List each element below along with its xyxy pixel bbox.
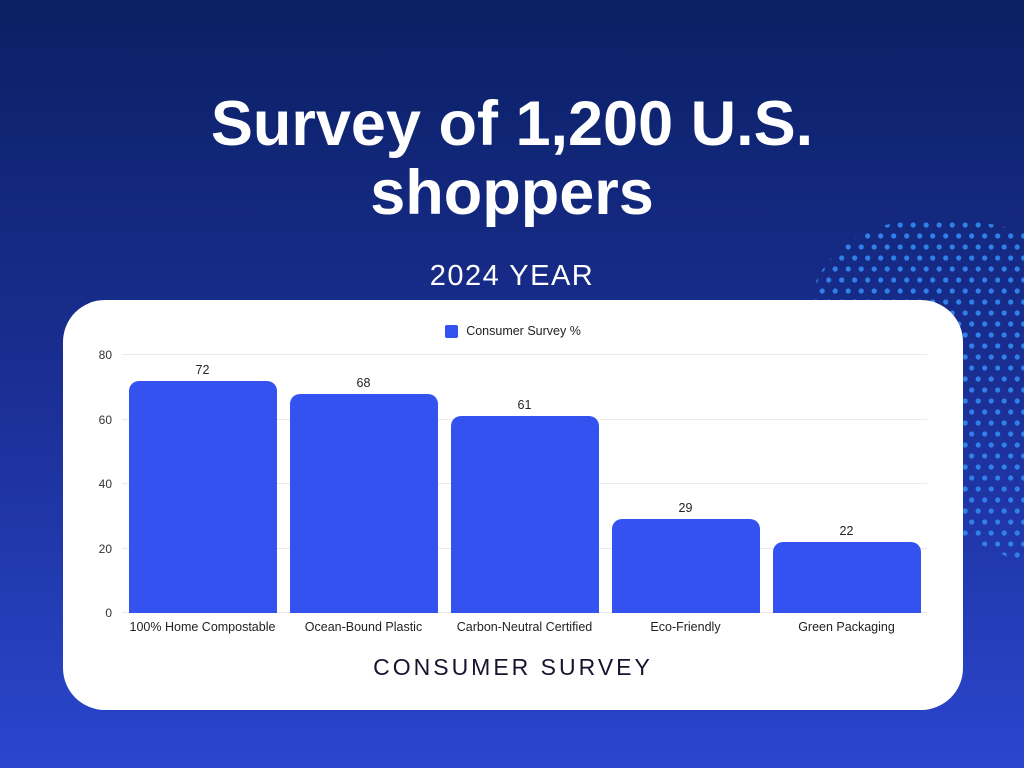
chart-legend: Consumer Survey % [63, 324, 963, 338]
legend-label: Consumer Survey % [466, 324, 581, 338]
page-title-line-2: shoppers [370, 158, 654, 229]
bar-slot: 22 [766, 355, 927, 613]
x-axis-title: CONSUMER SURVEY [373, 654, 653, 680]
bar-slot: 68 [283, 355, 444, 613]
bar-slot: 61 [444, 355, 605, 613]
x-axis-category-label: Eco-Friendly [650, 620, 721, 634]
x-axis-category-label: Green Packaging [798, 620, 895, 634]
bar-slot: 29 [605, 355, 766, 613]
bar-value-label: 29 [678, 501, 693, 516]
page-title-line-1: Survey of 1,200 U.S. [210, 89, 814, 159]
chart-card: Consumer Survey % 0 20 40 60 80 72 68 61 29 22 1… [63, 300, 963, 710]
bar [450, 416, 599, 613]
bar-chart-plot: 0 20 40 60 80 72 68 61 29 22 [99, 348, 927, 620]
y-axis-tick-label: 60 [98, 412, 112, 427]
bars-container: 72 68 61 29 22 [122, 355, 927, 613]
gridline [122, 354, 927, 355]
subtitle-year: 2024 YEAR [429, 260, 595, 292]
bar [772, 542, 921, 613]
y-axis-tick-label: 20 [98, 541, 112, 556]
bar [611, 519, 760, 613]
bar [289, 393, 438, 613]
x-axis-category-label: Carbon-Neutral Certified [456, 620, 593, 634]
page-title: Survey of 1,200 U.S. shoppers [0, 89, 1024, 229]
bar-value-label: 22 [839, 524, 854, 539]
bar-slot: 72 [122, 355, 283, 613]
bar [128, 380, 277, 613]
y-axis-tick-label: 80 [98, 348, 112, 362]
y-axis-tick-label: 40 [98, 477, 112, 491]
bar-value-label: 72 [195, 362, 210, 377]
legend-color-swatch [445, 324, 459, 338]
y-axis-tick-label: 0 [105, 606, 112, 620]
x-axis-category-label: 100% Home Compostable [129, 620, 276, 634]
x-axis-category-label: Ocean-Bound Plastic [304, 620, 423, 634]
bar-value-label: 68 [356, 375, 371, 390]
bar-value-label: 61 [517, 398, 532, 413]
x-axis-labels: 100% Home Compostable Ocean-Bound Plastic… [122, 620, 927, 634]
